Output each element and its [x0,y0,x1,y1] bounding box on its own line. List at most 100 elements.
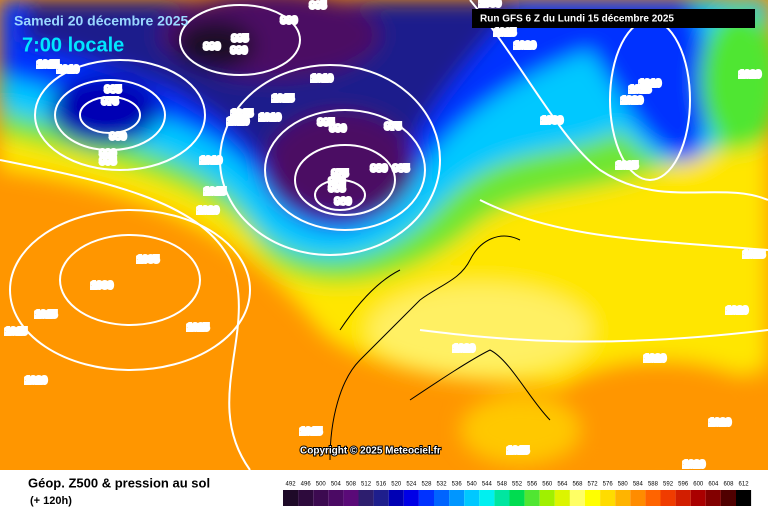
isobar-label: 1025 [616,161,639,172]
copyright: Copyright © 2025 Meteociel.fr [300,446,441,457]
isobar-label: 965 [329,184,346,195]
isobar-label: 1020 [25,376,48,387]
scale-cell [464,490,480,506]
scale-label: 588 [648,482,659,488]
isobar-label: 975 [102,97,119,108]
scale-cell [539,490,555,506]
scale-cell [736,490,752,506]
scale-cell [298,490,314,506]
isobar-label: 990 [100,149,117,160]
scale-cell [675,490,691,506]
scale-label: 552 [512,482,523,488]
scale-cell [645,490,661,506]
isobar-label: 970 [329,177,346,188]
isobar-label: 1020 [453,344,476,355]
scale-label: 528 [421,482,432,488]
isobar-label: 1030 [479,0,502,10]
isobar-label: 1015 [5,327,28,338]
scale-cell [343,490,359,506]
scale-label: 540 [467,482,478,488]
isobar-label: 1015 [629,85,652,96]
scale-label: 580 [618,482,629,488]
isobar-label: 1020 [227,117,250,128]
scale-cell [524,490,540,506]
coastlines [329,235,551,461]
scale-label: 568 [572,482,583,488]
scale-cell [479,490,495,506]
scale-label: 592 [663,482,674,488]
isobar-label: 1015 [204,187,227,198]
isobar-label: 1015 [507,446,530,457]
scale-label: 500 [316,482,327,488]
scale-label: 596 [678,482,689,488]
scale-label: 556 [527,482,538,488]
isobar-label: 1015 [300,427,323,438]
scale-label: 600 [693,482,704,488]
isobar-label: 1020 [621,96,644,107]
scale-label: 516 [376,482,387,488]
isobar-label: 1015 [37,60,60,71]
footer-title: Géop. Z500 & pression au sol [28,475,210,490]
scale-cell [434,490,450,506]
isobar-label: 1030 [91,281,114,292]
scale-cell [313,490,329,506]
scale-label: 572 [588,482,599,488]
scale-label: 524 [406,482,417,488]
scale-label: 564 [557,482,568,488]
scale-cell [630,490,646,506]
isobar-label: 1025 [187,323,210,334]
scale-cell [690,490,706,506]
scale-cell [403,490,419,506]
isobar-label: 1015 [272,94,295,105]
isobar-label: 995 [310,1,327,12]
isobar-label: 990 [281,16,298,27]
scale-cell [600,490,616,506]
scale-cell [720,490,736,506]
date: Samedi 20 décembre 2025 [14,13,189,29]
isobar-label: 990 [231,46,248,57]
scale-label: 612 [739,482,750,488]
isobar-label: 1015 [35,310,58,321]
isobar-label: 985 [105,85,122,96]
isobar-label: 990 [330,124,347,135]
scale-label: 604 [708,482,719,488]
scale-cell [283,490,299,506]
isobar-label: 975 [332,169,349,180]
time: 7:00 locale [22,34,124,56]
scale-cell [509,490,525,506]
isobar-label: 980 [110,132,127,143]
isobar-label: 1020 [683,460,706,471]
scale-label: 512 [361,482,372,488]
scale-cell [494,490,510,506]
isobar-label: 1030 [541,116,564,127]
isobar-label: 1010 [200,156,223,167]
isobar-label: 1020 [709,418,732,429]
isobar-label: 1025 [743,250,766,261]
scale-label: 508 [346,482,357,488]
scale-label: 532 [437,482,448,488]
isobar-label: 1025 [494,28,517,39]
scale-cell [705,490,721,506]
lead-time: (+ 120h) [30,495,72,507]
isobar-label: 1010 [259,113,282,124]
scale-label: 584 [633,482,644,488]
run-box [472,9,755,28]
isobar-label: 1020 [197,206,220,217]
isobar-label: 995 [318,118,335,129]
isobar-label: 1015 [231,109,254,120]
isobar-label: 990 [204,42,221,53]
scale-cell [358,490,374,506]
scale-cell [615,490,631,506]
isobar-label: 980 [371,164,388,175]
isobar-label: 960 [335,197,352,208]
scale-cell [660,490,676,506]
scale-label: 576 [603,482,614,488]
isobar-label: 1020 [644,354,667,365]
scale-label: 492 [286,482,297,488]
scale-cell [388,490,404,506]
scale-cell [449,490,465,506]
isobar-label: 1010 [57,65,80,76]
isobar-label: 975 [385,122,402,133]
